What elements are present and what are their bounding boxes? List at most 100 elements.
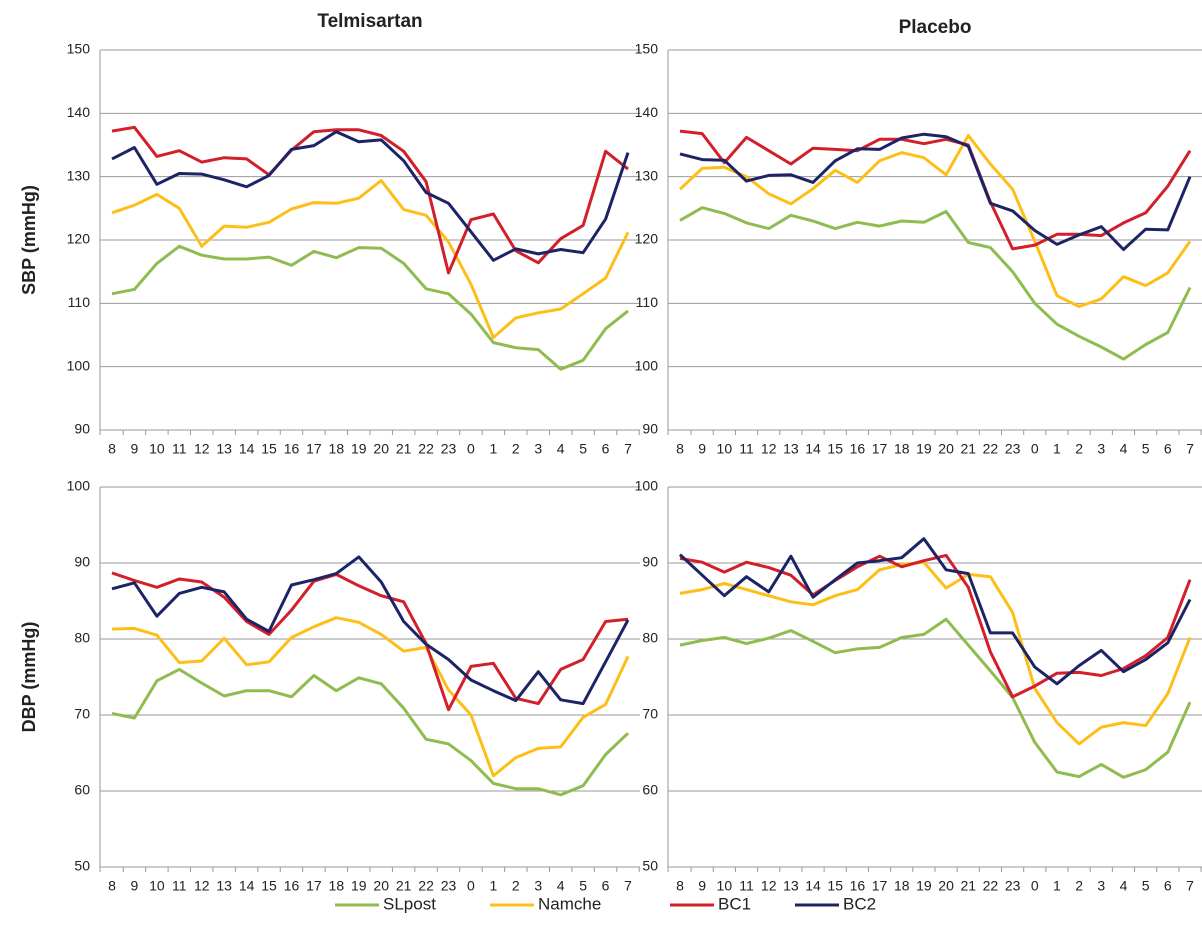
x-tick-label: 15 [261, 878, 277, 894]
y-tick-label: 100 [635, 357, 659, 373]
x-tick-label: 22 [418, 878, 434, 894]
x-tick-label: 18 [329, 878, 345, 894]
x-tick-label: 20 [373, 878, 389, 894]
series-line [111, 616, 630, 778]
series-line [111, 667, 630, 797]
x-tick-label: 13 [216, 441, 232, 457]
x-tick-label: 12 [761, 441, 777, 457]
x-tick-label: 23 [1005, 441, 1021, 457]
x-tick-label: 3 [1097, 878, 1105, 894]
x-tick-label: 13 [783, 878, 799, 894]
series-line [679, 129, 1192, 251]
x-tick-label: 12 [194, 441, 210, 457]
series-line [111, 125, 629, 275]
y-tick-label: 100 [67, 357, 91, 373]
x-tick-label: 23 [441, 441, 457, 457]
x-tick-label: 20 [938, 441, 954, 457]
x-tick-label: 16 [284, 441, 300, 457]
y-tick-label: 90 [74, 554, 90, 570]
x-tick-label: 8 [108, 878, 116, 894]
x-tick-label: 14 [805, 441, 821, 457]
x-tick-label: 4 [557, 441, 565, 457]
y-tick-label: 90 [74, 421, 90, 437]
x-tick-label: 1 [489, 441, 497, 457]
y-tick-label: 50 [642, 858, 658, 874]
y-tick-label: 120 [635, 231, 659, 247]
y-tick-label: 70 [74, 706, 90, 722]
series-line [679, 132, 1192, 251]
x-tick-label: 11 [739, 441, 754, 457]
x-tick-label: 1 [1053, 878, 1061, 894]
x-tick-label: 7 [624, 878, 632, 894]
x-tick-label: 21 [396, 441, 412, 457]
x-tick-label: 2 [1075, 878, 1083, 894]
x-tick-label: 19 [351, 878, 367, 894]
x-tick-label: 21 [960, 441, 976, 457]
x-tick-label: 21 [396, 878, 412, 894]
series-line [111, 571, 629, 712]
x-tick-label: 0 [1031, 441, 1039, 457]
x-tick-label: 15 [827, 878, 843, 894]
x-tick-label: 14 [239, 878, 255, 894]
x-tick-label: 0 [467, 878, 475, 894]
y-tick-label: 120 [67, 231, 91, 247]
x-tick-label: 5 [1142, 441, 1150, 457]
y-tick-label: 50 [74, 858, 90, 874]
series-line [111, 555, 630, 706]
x-tick-label: 13 [783, 441, 799, 457]
x-tick-label: 10 [717, 441, 733, 457]
series-line [679, 553, 1192, 699]
series-line [679, 617, 1192, 779]
x-tick-label: 1 [489, 878, 497, 894]
y-tick-label: 140 [67, 104, 91, 120]
x-tick-label: 2 [512, 441, 520, 457]
y-tick-label: 130 [67, 167, 91, 183]
x-tick-label: 15 [827, 441, 843, 457]
x-tick-label: 23 [441, 878, 457, 894]
y-tick-label: 100 [635, 478, 659, 494]
legend-label: SLpost [383, 894, 436, 913]
y-tick-label: 80 [642, 630, 658, 646]
y-axis-label: SBP (mmHg) [19, 185, 39, 295]
x-tick-label: 0 [467, 441, 475, 457]
x-tick-label: 16 [284, 878, 300, 894]
x-tick-label: 17 [306, 878, 322, 894]
x-tick-label: 5 [1142, 878, 1150, 894]
x-tick-label: 6 [1164, 878, 1172, 894]
series-line [111, 179, 630, 339]
legend-label: BC1 [718, 894, 751, 913]
x-tick-label: 6 [1164, 441, 1172, 457]
x-tick-label: 18 [894, 441, 910, 457]
x-tick-label: 15 [261, 441, 277, 457]
series-line [678, 134, 1192, 308]
x-tick-label: 10 [149, 441, 165, 457]
x-tick-label: 12 [761, 878, 777, 894]
x-tick-label: 21 [960, 878, 976, 894]
y-tick-label: 130 [635, 167, 659, 183]
x-tick-label: 11 [172, 878, 187, 894]
x-tick-label: 9 [131, 441, 139, 457]
x-tick-label: 8 [108, 441, 116, 457]
y-tick-label: 90 [642, 421, 658, 437]
x-tick-label: 16 [850, 878, 866, 894]
x-tick-label: 22 [983, 441, 999, 457]
x-tick-label: 2 [512, 878, 520, 894]
series-line [111, 244, 629, 371]
panel-title: Telmisartan [317, 11, 422, 32]
y-tick-label: 100 [67, 478, 91, 494]
x-tick-label: 6 [602, 878, 610, 894]
x-tick-label: 13 [216, 878, 232, 894]
y-tick-label: 110 [636, 294, 659, 310]
x-tick-label: 0 [1031, 878, 1039, 894]
y-tick-label: 60 [74, 782, 90, 798]
x-tick-label: 9 [698, 878, 706, 894]
x-tick-label: 20 [373, 441, 389, 457]
x-tick-label: 17 [306, 441, 322, 457]
x-tick-label: 7 [624, 441, 632, 457]
x-tick-label: 6 [602, 441, 610, 457]
x-tick-label: 18 [894, 878, 910, 894]
x-tick-label: 22 [983, 878, 999, 894]
y-tick-label: 150 [67, 41, 91, 57]
series-line [679, 560, 1192, 746]
